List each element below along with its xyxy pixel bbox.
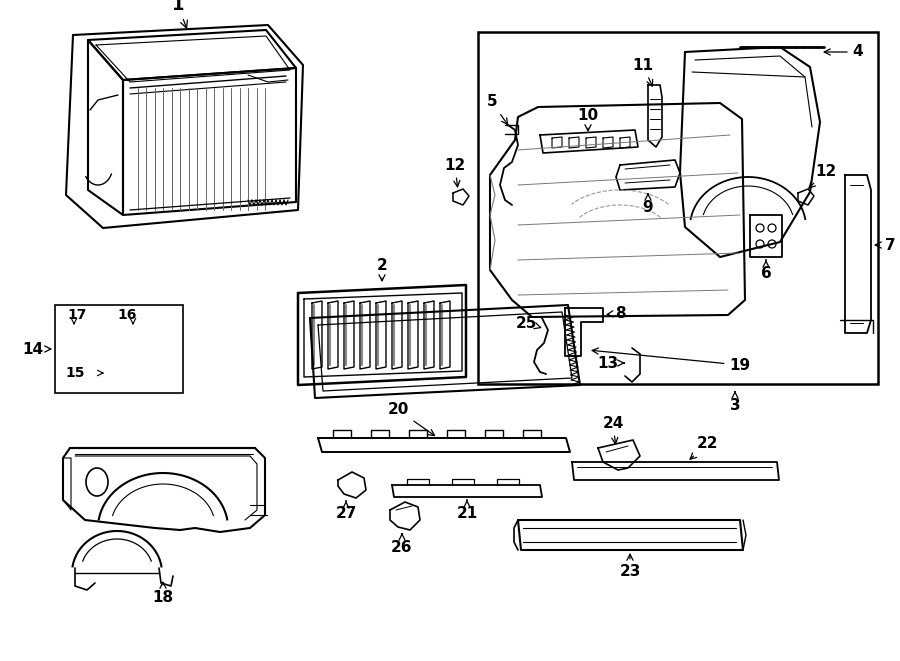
Text: 5: 5 — [487, 95, 508, 124]
Text: 6: 6 — [760, 260, 771, 280]
Text: 24: 24 — [602, 416, 624, 444]
Text: 14: 14 — [22, 342, 50, 356]
Text: 10: 10 — [578, 108, 599, 131]
Text: 19: 19 — [592, 348, 751, 373]
Bar — [478, 32, 878, 384]
Text: 12: 12 — [445, 157, 465, 187]
Bar — [55, 305, 183, 393]
Text: 3: 3 — [730, 392, 741, 412]
Text: 20: 20 — [387, 403, 435, 436]
Text: 18: 18 — [152, 582, 174, 605]
Text: 8: 8 — [608, 305, 625, 321]
Text: 16: 16 — [117, 308, 137, 322]
Text: 17: 17 — [68, 308, 86, 322]
Text: 12: 12 — [809, 163, 837, 188]
Text: 2: 2 — [376, 258, 387, 281]
Text: 23: 23 — [619, 554, 641, 580]
Text: 9: 9 — [643, 194, 653, 215]
Text: 27: 27 — [336, 501, 356, 522]
Text: 11: 11 — [633, 58, 653, 86]
Text: 4: 4 — [824, 44, 863, 59]
Text: 22: 22 — [690, 436, 718, 459]
Text: 7: 7 — [875, 237, 896, 253]
Text: 15: 15 — [65, 366, 85, 380]
Text: 21: 21 — [456, 500, 478, 520]
Text: 13: 13 — [598, 356, 625, 371]
Text: 25: 25 — [516, 315, 541, 330]
Text: 26: 26 — [392, 533, 413, 555]
Text: 1: 1 — [172, 0, 187, 28]
